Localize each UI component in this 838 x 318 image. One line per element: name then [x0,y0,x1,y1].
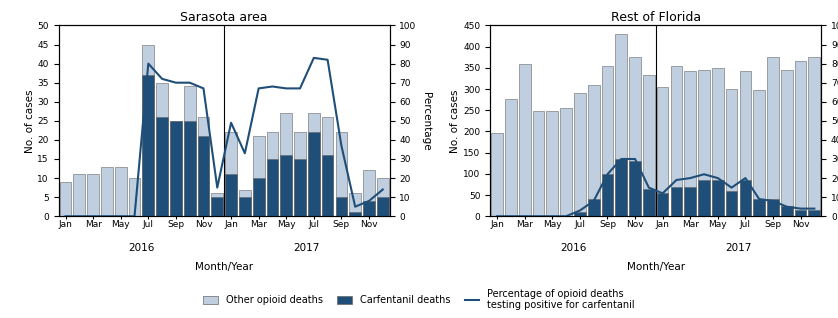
Bar [211,193,223,216]
Bar [115,167,127,216]
Text: Month/Year: Month/Year [627,262,685,272]
Bar [170,121,182,216]
Bar [308,132,319,216]
Bar [698,180,710,216]
Bar [377,197,389,216]
Bar [726,191,737,216]
Bar [253,136,265,216]
Bar [657,193,669,216]
Bar [629,161,641,216]
Bar [685,187,696,216]
Bar [739,180,751,216]
Bar [753,90,765,216]
Bar [335,197,347,216]
Title: Sarasota area: Sarasota area [180,11,268,24]
Bar [602,66,613,216]
Y-axis label: No. of cases: No. of cases [24,89,34,153]
Bar [587,199,599,216]
Bar [685,71,696,216]
Bar [561,108,572,216]
Bar [712,68,724,216]
Bar [225,132,237,216]
Bar [574,93,586,216]
Bar [767,199,779,216]
Bar [629,57,641,216]
Bar [322,117,334,216]
Bar [335,132,347,216]
Bar [294,132,306,216]
Bar [184,121,195,216]
Bar [294,159,306,216]
Bar [670,66,682,216]
Bar [156,117,168,216]
Text: 2017: 2017 [294,243,320,252]
Bar [170,121,182,216]
Bar [533,111,545,216]
Bar [101,167,113,216]
Bar [781,70,793,216]
Text: Month/Year: Month/Year [195,262,253,272]
Bar [698,70,710,216]
Bar [266,132,278,216]
Bar [239,190,251,216]
Title: Rest of Florida: Rest of Florida [611,11,701,24]
Bar [349,212,361,216]
Bar [809,57,820,216]
Bar [239,197,251,216]
Bar [349,193,361,216]
Bar [211,197,223,216]
Legend: Other opioid deaths, Carfentanil deaths, Percentage of opioid deaths
testing pos: Other opioid deaths, Carfentanil deaths,… [200,286,638,313]
Bar [615,34,627,216]
Bar [615,159,627,216]
Bar [281,113,292,216]
Bar [142,75,154,216]
Bar [726,89,737,216]
Y-axis label: No. of cases: No. of cases [451,89,460,153]
Bar [505,99,517,216]
Bar [87,174,99,216]
Bar [657,87,669,216]
Bar [253,178,265,216]
Bar [266,159,278,216]
Text: 2017: 2017 [726,243,752,252]
Bar [574,212,586,216]
Bar [363,170,375,216]
Bar [643,189,654,216]
Bar [322,155,334,216]
Bar [184,86,195,216]
Bar [308,113,319,216]
Bar [794,61,806,216]
Bar [363,201,375,216]
Text: 2016: 2016 [128,243,154,252]
Y-axis label: Percentage: Percentage [421,92,431,150]
Bar [129,178,141,216]
Bar [753,199,765,216]
Text: 2016: 2016 [560,243,586,252]
Bar [142,45,154,216]
Bar [198,136,210,216]
Bar [739,71,751,216]
Bar [643,75,654,216]
Bar [546,111,558,216]
Bar [767,57,779,216]
Bar [794,210,806,216]
Bar [491,133,503,216]
Bar [225,174,237,216]
Bar [602,174,613,216]
Bar [156,83,168,216]
Bar [377,178,389,216]
Bar [59,182,71,216]
Bar [198,117,210,216]
Bar [519,64,530,216]
Bar [281,155,292,216]
Bar [781,206,793,216]
Bar [74,174,85,216]
Bar [712,180,724,216]
Bar [670,187,682,216]
Bar [809,210,820,216]
Bar [587,85,599,216]
